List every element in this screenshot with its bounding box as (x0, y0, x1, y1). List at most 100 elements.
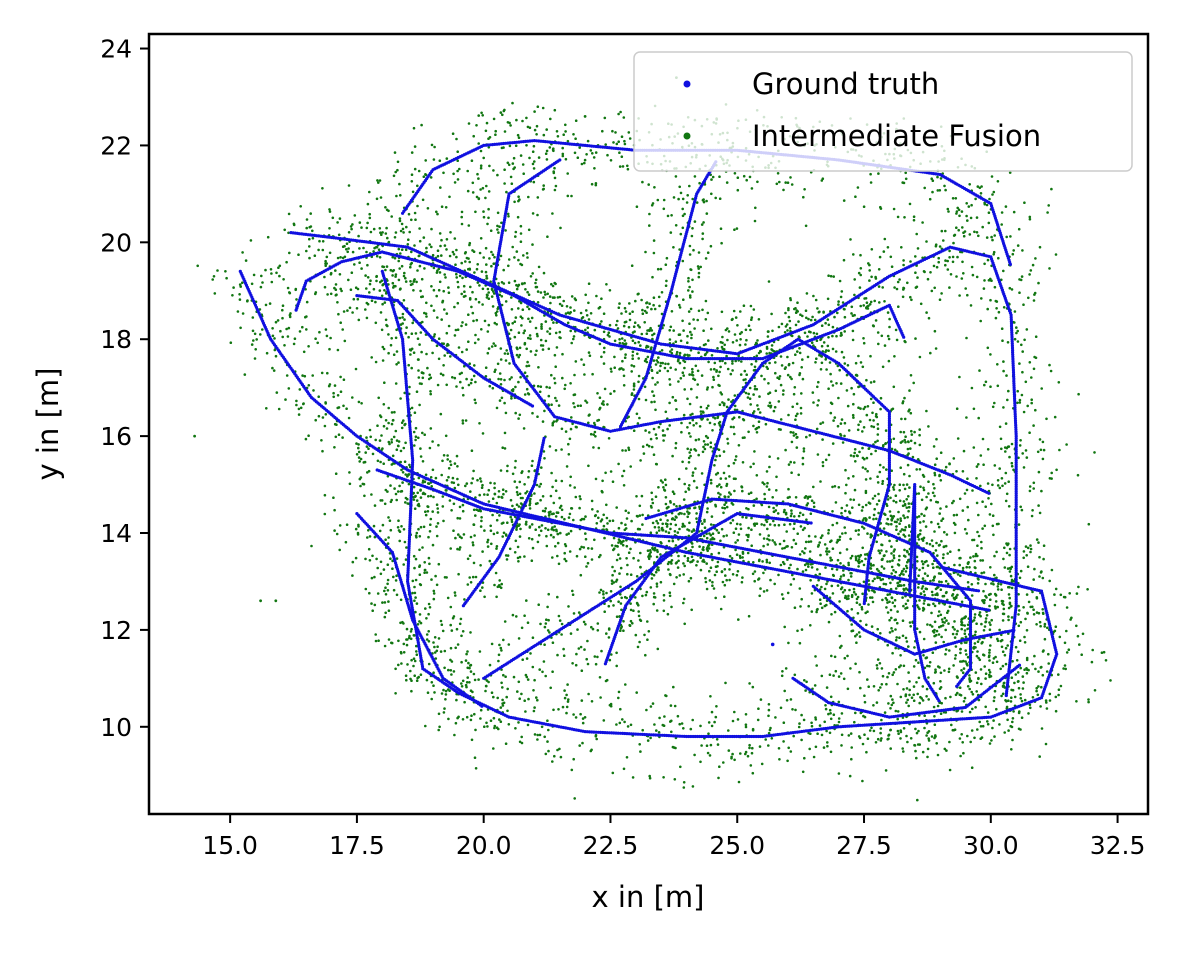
fusion-point (786, 329, 789, 332)
fusion-point (508, 362, 511, 365)
fusion-point (1007, 593, 1011, 596)
fusion-point (812, 401, 815, 404)
fusion-point (812, 755, 816, 759)
fusion-point (756, 339, 759, 342)
fusion-point (750, 528, 753, 531)
fusion-point (847, 563, 850, 567)
fusion-point (560, 448, 563, 451)
fusion-point (886, 593, 889, 596)
fusion-point (387, 333, 390, 336)
fusion-point (892, 437, 896, 441)
fusion-point (374, 633, 378, 636)
fusion-point (611, 480, 615, 484)
fusion-point (710, 552, 713, 556)
fusion-point (467, 383, 471, 387)
fusion-point (1037, 670, 1040, 673)
fusion-point (826, 741, 829, 744)
fusion-point (794, 323, 798, 327)
fusion-point (399, 598, 403, 602)
fusion-point (432, 288, 436, 292)
fusion-point (456, 280, 460, 284)
fusion-point (993, 735, 996, 738)
fusion-point (479, 188, 482, 191)
fusion-point (809, 318, 813, 322)
fusion-point (370, 299, 374, 303)
fusion-point (494, 133, 497, 136)
fusion-point (1048, 363, 1051, 367)
fusion-point (455, 248, 458, 252)
fusion-point (618, 368, 621, 371)
fusion-point (405, 643, 409, 647)
fusion-point (469, 381, 473, 385)
fusion-point (843, 434, 846, 438)
fusion-point (601, 129, 604, 133)
fusion-point (554, 449, 558, 452)
fusion-point (698, 545, 701, 548)
fusion-point (549, 117, 552, 121)
fusion-point (495, 314, 498, 317)
fusion-point (396, 526, 400, 529)
fusion-point (724, 361, 727, 365)
fusion-point (429, 376, 433, 380)
fusion-point (547, 347, 551, 351)
fusion-point (1028, 703, 1032, 707)
fusion-point (272, 369, 276, 372)
fusion-point (496, 224, 499, 228)
fusion-point (1040, 727, 1044, 730)
fusion-point (903, 396, 906, 400)
fusion-point (710, 354, 714, 357)
fusion-point (490, 345, 494, 348)
fusion-point (876, 475, 879, 479)
fusion-point (748, 746, 751, 750)
fusion-point (1063, 595, 1067, 599)
fusion-point (857, 423, 860, 427)
fusion-point (499, 383, 503, 386)
fusion-point (353, 214, 357, 217)
fusion-point (410, 218, 413, 222)
fusion-point (445, 312, 449, 315)
fusion-point (876, 433, 880, 436)
fusion-point (681, 371, 685, 375)
fusion-point (534, 326, 538, 330)
fusion-point (595, 522, 599, 525)
fusion-point (875, 517, 878, 521)
fusion-point (571, 593, 575, 596)
fusion-point (552, 321, 555, 324)
fusion-point (475, 124, 478, 127)
fusion-point (868, 279, 871, 282)
fusion-point (336, 301, 339, 304)
fusion-point (428, 530, 432, 533)
fusion-point (608, 519, 612, 523)
fusion-point (1031, 263, 1035, 267)
fusion-point (649, 705, 653, 708)
fusion-point (465, 652, 468, 656)
fusion-point (1040, 570, 1043, 573)
fusion-point (993, 554, 996, 558)
fusion-point (570, 416, 573, 419)
fusion-point (530, 316, 534, 320)
fusion-point (490, 295, 494, 298)
fusion-point (889, 694, 893, 698)
fusion-point (348, 306, 352, 310)
fusion-point (754, 341, 758, 345)
fusion-point (683, 388, 686, 391)
fusion-point (814, 745, 818, 749)
fusion-point (759, 587, 762, 590)
fusion-point (449, 669, 453, 672)
fusion-point (977, 578, 980, 581)
fusion-point (468, 681, 471, 684)
fusion-point (496, 696, 500, 700)
fusion-point (798, 347, 801, 350)
fusion-point (683, 564, 686, 568)
fusion-point (324, 328, 328, 331)
fusion-point (869, 354, 872, 358)
fusion-point (993, 464, 997, 467)
fusion-point (756, 404, 759, 407)
fusion-point (940, 519, 943, 522)
fusion-point (384, 611, 388, 615)
fusion-point (960, 733, 963, 736)
fusion-point (601, 479, 604, 483)
fusion-point (477, 177, 480, 180)
fusion-point (847, 561, 850, 565)
fusion-point (443, 244, 447, 247)
